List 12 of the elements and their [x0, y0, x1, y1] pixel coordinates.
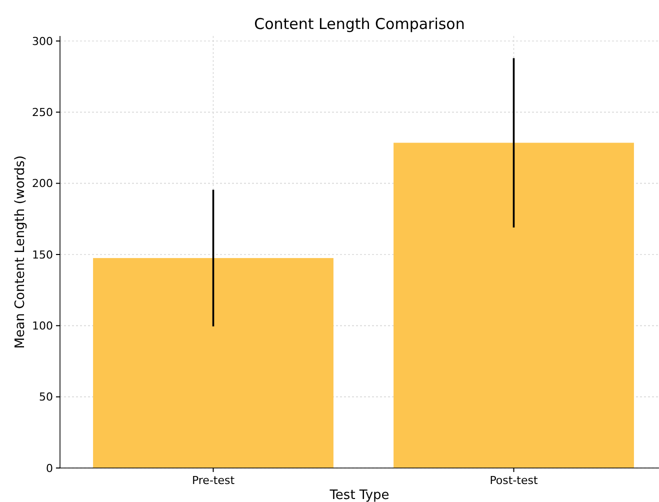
y-tick-label: 250 [32, 106, 53, 120]
y-tick-label: 50 [39, 390, 53, 404]
y-axis-title: Mean Content Length (words) [13, 155, 28, 349]
y-tick-label: 200 [32, 177, 53, 190]
x-tick-label: Pre-test [192, 474, 236, 487]
chart-title: Content Length Comparison [254, 15, 465, 33]
x-tick-label: Post-test [490, 474, 538, 487]
y-tick-label: 150 [32, 248, 53, 262]
y-tick-label: 100 [32, 320, 53, 333]
y-tick-label: 300 [32, 34, 53, 48]
x-axis-title: Test Type [328, 488, 390, 502]
y-tick-label: 0 [46, 462, 53, 475]
